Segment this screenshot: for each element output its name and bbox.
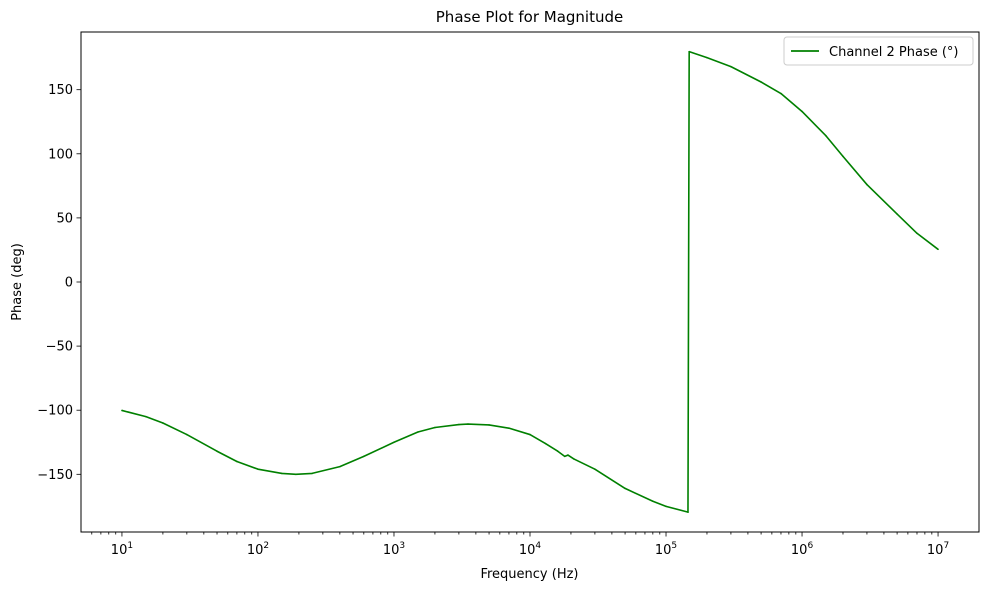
x-tick-label: 106 <box>791 541 814 558</box>
plot-frame <box>80 31 980 533</box>
data-point <box>842 155 844 158</box>
data-point <box>393 441 395 444</box>
series-line <box>121 50 939 513</box>
data-point <box>760 81 762 83</box>
data-point <box>706 56 708 59</box>
data-point <box>556 450 559 453</box>
data-point <box>594 468 596 470</box>
x-axis: 101 102 103 104 105 106 107 <box>91 532 949 558</box>
data-point <box>236 460 238 463</box>
y-tick-label: 150 <box>48 83 73 98</box>
data-point <box>624 487 626 490</box>
y-tick-label: 100 <box>48 147 73 162</box>
data-point <box>688 50 690 53</box>
data-point <box>780 92 782 95</box>
y-tick-label: −50 <box>46 340 73 355</box>
legend: Channel 2 Phase (°) <box>783 36 974 66</box>
data-point <box>295 473 297 476</box>
x-tick-label: 107 <box>927 541 949 558</box>
y-tick-label: 50 <box>56 211 73 226</box>
data-point <box>563 455 566 458</box>
x-axis-label: Frequency (Hz) <box>480 567 578 582</box>
x-tick-label: 104 <box>519 541 542 558</box>
y-tick-label: 0 <box>65 276 73 291</box>
y-axis: −150 −100 −50 0 50 100 150 <box>37 83 81 483</box>
data-point <box>162 422 164 424</box>
data-point <box>937 248 939 251</box>
data-point <box>825 135 827 137</box>
data-point <box>665 505 667 508</box>
data-point <box>216 450 218 453</box>
series-group <box>121 50 939 513</box>
data-point <box>567 454 569 456</box>
data-point <box>311 472 313 475</box>
data-point <box>687 511 689 513</box>
data-point <box>508 427 510 429</box>
data-point <box>801 110 803 113</box>
data-point <box>573 458 575 460</box>
legend-label: Channel 2 Phase (°) <box>829 45 959 60</box>
data-point <box>458 423 460 426</box>
data-point <box>363 455 365 458</box>
x-tick-label: 102 <box>247 541 269 558</box>
data-point <box>529 433 531 436</box>
data-point <box>916 232 918 235</box>
data-point <box>467 423 469 425</box>
y-tick-label: −100 <box>37 404 73 419</box>
x-tick-label: 105 <box>655 541 677 558</box>
data-point <box>866 183 868 186</box>
data-point <box>730 65 732 68</box>
x-tick-label: 103 <box>383 541 405 558</box>
data-point <box>339 465 341 468</box>
data-point <box>434 426 436 429</box>
legend-box <box>783 36 974 66</box>
data-point <box>652 500 654 503</box>
data-point <box>544 442 547 445</box>
data-point <box>281 472 283 475</box>
data-point <box>488 424 490 426</box>
chart-title: Phase Plot for Magnitude <box>436 8 623 26</box>
y-tick-label: −150 <box>37 468 73 483</box>
data-point <box>896 213 898 215</box>
plot-area <box>80 31 980 533</box>
x-tick-label: 101 <box>111 541 133 558</box>
data-point <box>186 433 188 436</box>
data-point <box>257 468 259 470</box>
data-point <box>417 431 419 433</box>
data-point <box>121 409 123 412</box>
y-axis-label: Phase (deg) <box>10 243 25 321</box>
data-point <box>145 415 147 418</box>
